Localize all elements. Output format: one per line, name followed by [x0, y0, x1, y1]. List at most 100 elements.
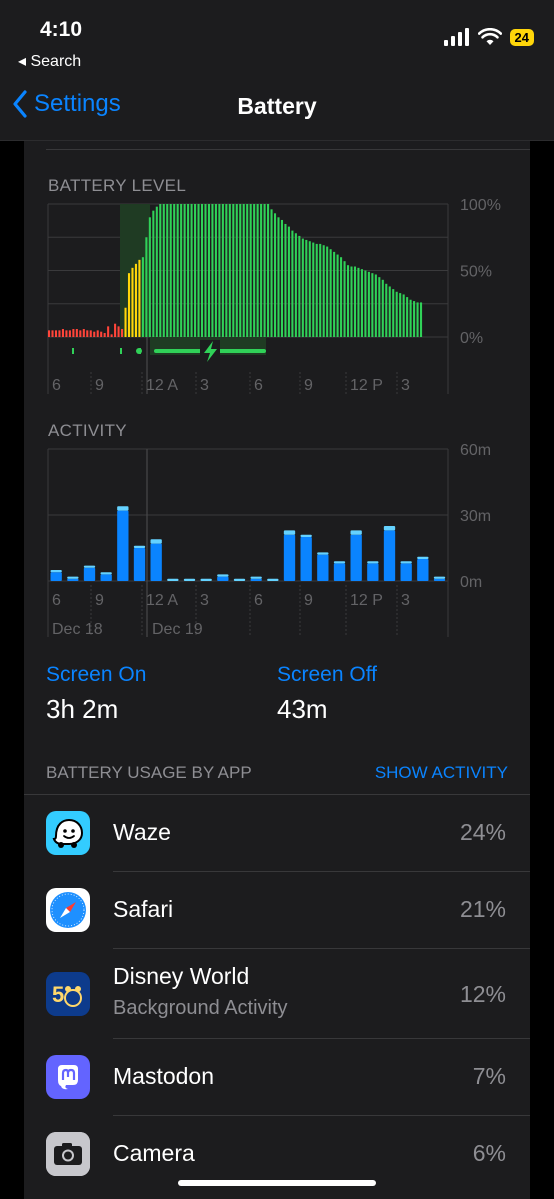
battery-bar: [207, 204, 211, 337]
battery-bar: [204, 204, 207, 337]
app-name: Disney World: [113, 963, 250, 989]
battery-bar: [86, 330, 89, 337]
battery-bar: [194, 204, 197, 337]
x-tick-label: 9: [304, 592, 313, 609]
activity-bar-screen-off: [150, 539, 162, 544]
activity-bar-screen-on: [433, 578, 446, 581]
app-name: Waze: [113, 819, 171, 845]
divider: [113, 1038, 530, 1039]
cellular-signal-icon: [443, 28, 469, 46]
activity-bar-screen-on: [417, 559, 429, 581]
activity-bar-screen-off: [383, 526, 396, 531]
battery-bar: [249, 204, 252, 337]
battery-bar: [267, 204, 270, 337]
battery-bar: [214, 204, 217, 337]
battery-bar: [166, 204, 169, 337]
battery-bar: [221, 204, 224, 337]
activity-bar-screen-on: [283, 534, 296, 581]
waze-icon: [46, 811, 90, 855]
battery-bar: [253, 204, 256, 337]
y-tick-label: 0m: [460, 574, 482, 591]
back-label: Settings: [34, 90, 121, 117]
y-tick-label: 30m: [460, 508, 491, 525]
activity-bar-screen-off: [283, 530, 296, 535]
app-row-camera[interactable]: Camera 6%: [24, 1116, 530, 1192]
x-tick-label: 12 P: [350, 592, 383, 609]
activity-bar-screen-on: [300, 537, 312, 581]
battery-bar: [333, 251, 336, 337]
battery-bar: [395, 291, 398, 337]
app-name: Camera: [113, 1140, 195, 1166]
x-tick-label: 3: [401, 592, 410, 609]
status-time: 4:10: [40, 18, 83, 41]
battery-bar: [291, 230, 294, 337]
battery-bar: [326, 246, 329, 337]
battery-bar: [406, 297, 409, 337]
screen-on-label: Screen On: [46, 663, 147, 686]
mastodon-icon: [46, 1055, 90, 1099]
battery-bar: [96, 330, 99, 337]
battery-bar: [183, 204, 186, 337]
battery-bar: [65, 330, 68, 337]
safari-icon: [46, 888, 90, 932]
battery-bar: [89, 330, 92, 337]
wifi-icon: [477, 28, 502, 45]
battery-bar: [420, 302, 423, 337]
activity-bar-screen-on: [400, 563, 412, 581]
screen-on-value: 3h 2m: [46, 694, 119, 724]
activity-bar-screen-off: [250, 576, 262, 579]
battery-bar: [343, 261, 346, 337]
status-bar: 4:10 ◂ Search 24: [0, 0, 554, 80]
activity-bar-screen-on: [350, 534, 362, 581]
battery-bar: [162, 204, 165, 337]
battery-bar: [385, 283, 388, 337]
activity-bar-screen-on: [150, 543, 162, 581]
battery-bar: [100, 331, 103, 337]
show-activity-button[interactable]: SHOW ACTIVITY: [374, 763, 508, 782]
divider: [46, 149, 530, 150]
battery-bar: [305, 239, 308, 337]
back-to-search-link[interactable]: ◂ Search: [18, 53, 82, 70]
app-row-waze[interactable]: Waze 24%: [24, 795, 530, 872]
x-tick-label: 3: [401, 377, 410, 394]
battery-level-chart[interactable]: 100% 50% 0% 6 9 12 A 3 6 9 12 P 3: [24, 196, 530, 396]
battery-bar: [350, 266, 353, 337]
screen-off-value: 43m: [277, 694, 328, 724]
battery-bar: [107, 326, 110, 337]
x-tick-label: 12 P: [350, 377, 383, 394]
x-tick-label: 6: [254, 377, 263, 394]
battery-card: BATTERY LEVEL 100% 50% 0% 6 9 12 A 3 6 9 12 P 3 A…: [24, 141, 530, 1199]
app-row-mastodon[interactable]: Mastodon 7%: [24, 1039, 530, 1116]
battery-bar: [399, 293, 402, 337]
app-row-safari[interactable]: Safari 21%: [24, 872, 530, 949]
charging-marker: [72, 348, 74, 354]
battery-bar: [346, 265, 350, 337]
battery-bar: [127, 273, 131, 337]
app-subtitle: Background Activity: [113, 997, 288, 1019]
battery-bar: [357, 267, 360, 337]
activity-bar-screen-on: [117, 510, 129, 581]
activity-bar-screen-on: [367, 563, 379, 581]
battery-level-label: BATTERY LEVEL: [48, 176, 187, 195]
battery-bar: [260, 204, 263, 337]
battery-bar: [308, 241, 311, 337]
activity-bar-screen-off: [100, 572, 112, 575]
app-name: Mastodon: [113, 1063, 215, 1089]
battery-bar: [374, 274, 377, 337]
activity-bar-screen-off: [167, 578, 179, 581]
navigation-bar: Settings Battery: [0, 80, 554, 141]
app-percentage: 24%: [459, 819, 506, 845]
activity-bar-screen-off: [83, 565, 96, 568]
battery-bar: [173, 204, 176, 337]
app-row-disney-world[interactable]: 5 Disney World Background Activity 12%: [24, 949, 530, 1039]
battery-bar: [294, 233, 297, 337]
screen-off-label: Screen Off: [277, 663, 377, 686]
home-indicator[interactable]: [178, 1180, 376, 1186]
battery-bar: [353, 266, 357, 337]
app-percentage: 6%: [472, 1140, 506, 1166]
usage-header-label: BATTERY USAGE BY APP: [46, 763, 252, 782]
battery-bar: [58, 330, 61, 337]
activity-chart[interactable]: 60m 30m 0m 6 9 12 A 3 6 9 12 P 3 Dec 18 Dec 19: [24, 441, 530, 641]
battery-bar: [246, 204, 249, 337]
back-to-settings-button[interactable]: Settings: [12, 90, 121, 118]
